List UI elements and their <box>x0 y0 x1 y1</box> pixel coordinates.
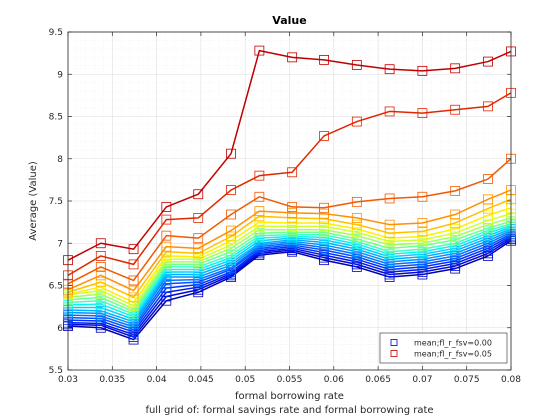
x-tick-label: 0.055 <box>277 375 303 385</box>
y-tick-label: 6.5 <box>49 282 63 292</box>
y-tick-label: 8.5 <box>49 113 63 123</box>
x-tick-label: 0.04 <box>147 375 167 385</box>
y-tick-label: 5.5 <box>49 366 63 376</box>
x-tick-label: 0.03 <box>58 375 78 385</box>
chart-caption: full grid of: formal savings rate and fo… <box>145 405 433 416</box>
x-tick-label: 0.06 <box>324 375 344 385</box>
y-tick-label: 7.5 <box>49 197 63 207</box>
y-tick-label: 9.5 <box>49 28 63 38</box>
x-tick-label: 0.08 <box>501 375 521 385</box>
x-tick-label: 0.065 <box>365 375 391 385</box>
legend-label-series-2: mean;fl_r_fsv=0.05 <box>414 350 492 359</box>
x-tick-label: 0.075 <box>454 375 480 385</box>
legend-label-series-1: mean;fl_r_fsv=0.00 <box>414 339 492 348</box>
chart-title: Value <box>272 14 306 27</box>
x-tick-label: 0.045 <box>188 375 214 385</box>
x-tick-label: 0.05 <box>235 375 255 385</box>
x-tick-label: 0.07 <box>412 375 432 385</box>
y-tick-label: 6 <box>57 324 63 334</box>
x-axis-label: formal borrowing rate <box>235 391 344 402</box>
y-axis-label: Average (Value) <box>28 161 39 241</box>
y-tick-label: 7 <box>57 239 63 249</box>
y-tick-label: 8 <box>57 155 63 165</box>
x-tick-label: 0.035 <box>99 375 125 385</box>
legend-box <box>380 333 507 363</box>
y-tick-label: 9 <box>57 70 63 80</box>
legend: mean;fl_r_fsv=0.00 mean;fl_r_fsv=0.05 <box>380 333 507 363</box>
